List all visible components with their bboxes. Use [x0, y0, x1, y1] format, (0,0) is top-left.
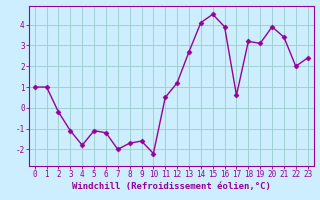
X-axis label: Windchill (Refroidissement éolien,°C): Windchill (Refroidissement éolien,°C) — [72, 182, 271, 191]
